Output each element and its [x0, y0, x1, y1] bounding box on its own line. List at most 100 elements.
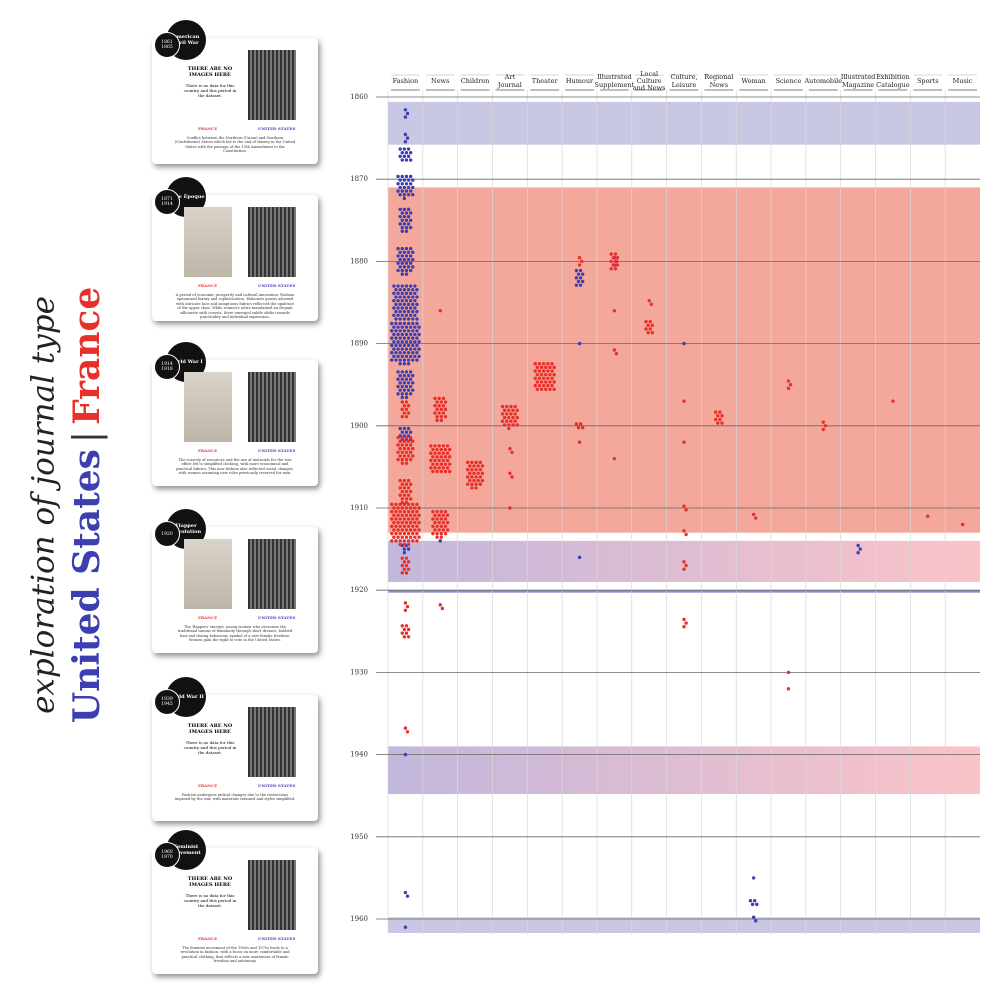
dot [411, 309, 415, 314]
dot [394, 302, 398, 307]
dot [682, 529, 686, 533]
dot [433, 444, 437, 448]
dot [406, 547, 411, 551]
dot [408, 313, 413, 317]
period-card: Flapper Revolution 1920 FRANCE UNITED STATE… [152, 509, 318, 653]
dot [408, 174, 413, 179]
dot [856, 543, 860, 548]
dot [550, 376, 554, 381]
y-tick-label: 1930 [350, 668, 368, 676]
y-tick-label: 1860 [350, 93, 368, 101]
dot [411, 336, 415, 340]
dot [476, 471, 480, 475]
dot [466, 467, 470, 472]
dot [404, 306, 409, 310]
dot [411, 446, 415, 451]
dot [415, 321, 419, 326]
dot [511, 408, 515, 412]
dot [439, 455, 443, 459]
dot [613, 252, 618, 256]
dot [413, 535, 417, 539]
dot [513, 412, 517, 416]
dot [649, 302, 653, 307]
dot [402, 207, 407, 212]
dot [400, 556, 404, 560]
dot [406, 524, 411, 528]
dot [404, 571, 409, 575]
dot [546, 376, 550, 381]
dot [406, 178, 411, 182]
dot [435, 414, 439, 419]
dot [437, 396, 441, 401]
dot [396, 284, 400, 288]
dot [411, 454, 415, 458]
dot [413, 325, 417, 329]
dot [541, 376, 546, 381]
column-header: Children [460, 76, 490, 85]
dot [403, 115, 408, 119]
dot [402, 486, 407, 490]
dot [751, 915, 756, 919]
dot [537, 383, 542, 388]
dot [406, 531, 411, 536]
column-header: Illustrated Supplement [594, 73, 635, 89]
dot [447, 455, 452, 459]
dot [404, 563, 409, 568]
dot [404, 268, 409, 273]
period-card: Belle Époque 1871 1914 FRANCE UNITED STATES… [152, 177, 318, 321]
dot [552, 365, 556, 370]
dot [613, 259, 618, 264]
dot [408, 268, 413, 273]
dot [404, 246, 409, 251]
dot [411, 178, 415, 182]
dot [478, 482, 483, 486]
dot [404, 513, 409, 518]
dot [441, 396, 446, 401]
dot [392, 340, 396, 344]
dot [408, 225, 413, 230]
dot [403, 108, 408, 112]
dot [400, 174, 404, 179]
dot [398, 250, 402, 254]
dot [447, 462, 452, 466]
dot [609, 252, 613, 256]
dot [404, 624, 409, 628]
dot [404, 174, 409, 179]
dot [441, 411, 446, 415]
dot [417, 354, 421, 359]
dot [786, 386, 791, 391]
dot [445, 528, 450, 532]
period-card: World War II 1939 1945 THERE ARE NO IMAGES… [152, 677, 318, 821]
dot [541, 369, 546, 373]
dot [406, 567, 411, 571]
dot [402, 295, 407, 299]
dot [405, 136, 410, 140]
dot [445, 458, 450, 463]
dot [404, 395, 409, 400]
dot [406, 222, 411, 226]
dot [403, 608, 408, 612]
dot [406, 317, 411, 321]
dot [402, 193, 407, 197]
dot [437, 444, 441, 448]
dot [400, 306, 404, 310]
dot [578, 276, 583, 280]
dot [406, 185, 411, 190]
dot [580, 272, 585, 276]
dot [447, 447, 452, 452]
dot [400, 571, 404, 575]
dot [402, 361, 407, 366]
dot [400, 354, 404, 359]
dot [502, 415, 507, 420]
dot [433, 528, 437, 532]
column-header: Science [775, 76, 802, 85]
dot [682, 617, 686, 622]
dot [439, 447, 443, 452]
dot [392, 291, 396, 296]
dot [515, 423, 519, 427]
us-label: UNITED STATES [258, 783, 296, 788]
dot [406, 381, 411, 385]
dot [415, 531, 419, 536]
dot [405, 894, 410, 898]
